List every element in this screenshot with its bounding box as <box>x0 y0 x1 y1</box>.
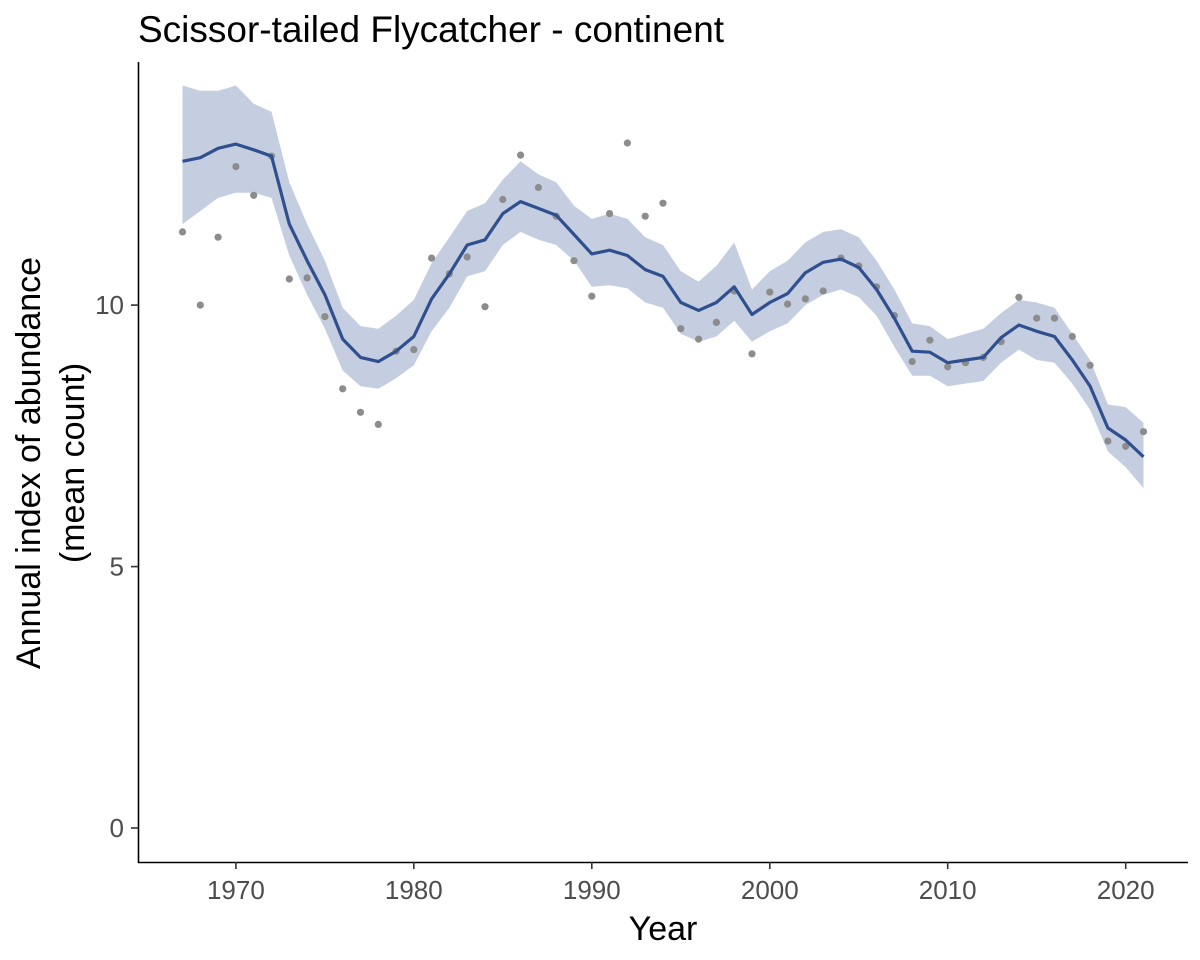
y-tick-label: 0 <box>110 813 124 843</box>
y-axis-title-line-2: (mean count) <box>54 363 92 563</box>
y-axis-title: Annual index of abundance (mean count) <box>10 257 92 669</box>
trend-line <box>182 142 1145 458</box>
data-point <box>712 318 721 326</box>
data-point <box>285 275 293 283</box>
data-point <box>303 274 311 282</box>
data-point <box>588 292 596 300</box>
y-tick-label: 10 <box>95 290 124 320</box>
observed-points <box>178 139 1148 450</box>
data-point <box>819 287 827 295</box>
x-tick-label: 2010 <box>919 875 977 905</box>
x-tick-label: 1970 <box>207 875 265 905</box>
data-point <box>801 295 810 303</box>
data-point <box>659 199 667 207</box>
data-point <box>356 408 365 416</box>
data-point <box>1033 314 1041 322</box>
data-point <box>428 254 436 262</box>
x-tick-label: 1980 <box>385 875 443 905</box>
data-point <box>463 253 471 261</box>
y-axis-title-line-1: Annual index of abundance <box>10 257 48 669</box>
data-point <box>784 300 792 308</box>
data-point <box>250 191 258 199</box>
data-point <box>1015 293 1023 301</box>
data-point <box>410 346 418 354</box>
data-point <box>926 336 934 344</box>
data-point <box>1086 361 1094 369</box>
data-point <box>1104 437 1112 445</box>
data-point <box>944 363 952 371</box>
data-point <box>606 210 614 218</box>
data-point <box>534 183 543 192</box>
data-point <box>481 303 489 311</box>
x-tick-label: 2020 <box>1097 875 1155 905</box>
y-axis-ticks: 0 5 10 <box>95 290 138 843</box>
data-point <box>1122 442 1130 450</box>
data-point <box>570 257 578 265</box>
data-point <box>374 420 382 428</box>
data-point <box>677 325 685 333</box>
data-point <box>321 313 329 321</box>
plot-area <box>178 85 1148 489</box>
data-point <box>1068 332 1076 341</box>
data-point <box>517 151 525 159</box>
data-point <box>641 212 649 220</box>
x-axis-ticks: 1970 1980 1990 2000 2010 2020 <box>207 862 1155 905</box>
x-tick-label: 1990 <box>563 875 621 905</box>
data-point <box>178 228 187 236</box>
chart-title: Scissor-tailed Flycatcher - continent <box>138 9 725 50</box>
data-point <box>623 139 632 147</box>
data-point <box>339 385 347 393</box>
data-point <box>499 195 507 204</box>
data-point <box>214 233 222 241</box>
data-point <box>695 335 703 343</box>
data-point <box>1139 428 1148 436</box>
data-point <box>766 288 774 296</box>
data-point <box>748 350 756 358</box>
y-tick-label: 5 <box>110 552 124 582</box>
x-tick-label: 2000 <box>741 875 799 905</box>
data-point <box>908 358 916 366</box>
data-point <box>232 163 240 171</box>
data-point <box>196 301 204 309</box>
data-point <box>1050 314 1059 322</box>
x-axis-title: Year <box>629 910 698 948</box>
confidence-band <box>182 85 1144 489</box>
